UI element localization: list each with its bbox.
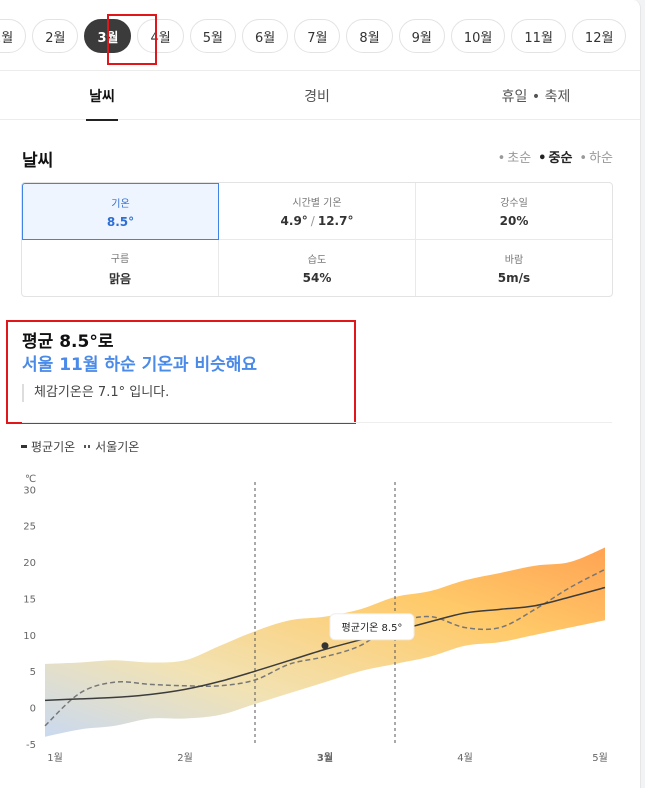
y-tick-label: -5	[26, 740, 36, 751]
y-tick-label: 30	[23, 485, 36, 496]
month-pill-2[interactable]: 2월	[32, 19, 79, 53]
month-pill-8[interactable]: 8월	[346, 19, 393, 53]
month-pill-11[interactable]: 11월	[511, 19, 566, 53]
stat-label: 시간별 기온	[292, 198, 342, 209]
month-selector: 1월2월3월4월5월6월7월8월9월10월11월12월	[0, 19, 627, 55]
solid-line-icon	[21, 445, 27, 448]
dashed-line-icon	[84, 445, 92, 448]
stat-label: 습도	[307, 255, 327, 266]
stat-value: 5m/s	[497, 271, 531, 285]
x-tick-label: 3월	[317, 752, 333, 764]
period-early[interactable]: • 초순	[497, 151, 532, 166]
stat-humidity[interactable]: 습도 54%	[219, 240, 416, 296]
series-seoul-line	[44, 568, 606, 727]
tab-expenses[interactable]: 경비	[304, 88, 330, 105]
feels-like-text: 체감기온은 7.1° 입니다.	[22, 384, 169, 402]
stat-value: 8.5°	[106, 214, 135, 229]
period-selector: • 초순 • 중순 • 하순	[498, 147, 613, 166]
y-tick-label: 0	[30, 704, 36, 715]
stat-value: 20%	[499, 214, 529, 228]
x-tick-label: 1월	[47, 752, 63, 764]
weather-stats-grid: 기온 8.5° 시간별 기온 4.9°/12.7° 강수일 20% 구름 맑음 …	[21, 182, 613, 297]
stat-cloud[interactable]: 구름 맑음	[22, 240, 219, 296]
month-pill-4[interactable]: 4월	[137, 19, 184, 53]
x-tick-label: 2월	[177, 752, 193, 764]
temperature-range-band	[45, 547, 605, 737]
month-pill-6[interactable]: 6월	[241, 19, 289, 53]
summary-average: 평균 8.5°로	[22, 332, 114, 352]
summary-comparison: 서울 11월 하순 기온과 비슷해요	[22, 355, 258, 375]
tab-holidays-festivals[interactable]: 휴일 • 축제	[501, 88, 571, 105]
month-pill-12[interactable]: 12월	[571, 19, 627, 53]
stat-rain-days[interactable]: 강수일 20%	[416, 183, 612, 240]
weather-section-title: 날씨	[22, 151, 54, 171]
month-pill-9[interactable]: 9월	[398, 19, 445, 53]
section-tabs: 날씨 경비 휴일 • 축제	[0, 70, 640, 121]
period-late[interactable]: • 하순	[579, 151, 613, 166]
stat-temperature[interactable]: 기온 8.5°	[22, 183, 219, 240]
month-pill-3[interactable]: 3월	[84, 19, 132, 53]
stat-hourly-temperature[interactable]: 시간별 기온 4.9°/12.7°	[219, 183, 416, 240]
stat-label: 강수일	[500, 198, 528, 209]
average-point-marker	[321, 642, 329, 650]
y-tick-label: 5	[30, 667, 36, 678]
stat-wind[interactable]: 바람 5m/s	[416, 240, 612, 296]
stat-label: 구름	[110, 253, 130, 265]
temperature-chart: ℃30 25 20 15 10 5 0 -5 1월 2월 3월 4월 5월 평균기온 8.5°	[23, 474, 608, 764]
stat-label: 바람	[504, 255, 524, 266]
x-tick-label: 5월	[592, 752, 608, 764]
y-tick-label: 25	[23, 522, 36, 533]
tooltip-box	[329, 613, 415, 641]
y-tick-label: 20	[23, 558, 36, 569]
month-pill-1[interactable]: 1월	[0, 19, 27, 53]
y-axis-unit: ℃	[25, 474, 36, 485]
divider	[22, 422, 612, 423]
stat-value: 4.9°/12.7°	[280, 214, 354, 228]
y-tick-label: 10	[23, 631, 36, 642]
period-mid[interactable]: • 중순	[538, 151, 573, 166]
legend-average: 평균기온	[21, 438, 75, 455]
stat-value: 54%	[302, 271, 332, 285]
chart-legend: 평균기온 서울기온	[21, 438, 139, 455]
month-pill-5[interactable]: 5월	[189, 19, 236, 53]
month-pill-7[interactable]: 7월	[294, 19, 341, 53]
legend-seoul: 서울기온	[84, 438, 139, 455]
stat-value: 맑음	[108, 271, 132, 286]
stat-label: 기온	[111, 198, 130, 210]
series-average-line	[44, 586, 606, 702]
y-tick-label: 15	[23, 594, 36, 605]
x-tick-label: 4월	[457, 752, 473, 764]
tab-weather[interactable]: 날씨	[86, 71, 118, 121]
month-pill-10[interactable]: 10월	[450, 19, 506, 53]
tooltip-label: 평균기온 8.5°	[342, 622, 403, 634]
